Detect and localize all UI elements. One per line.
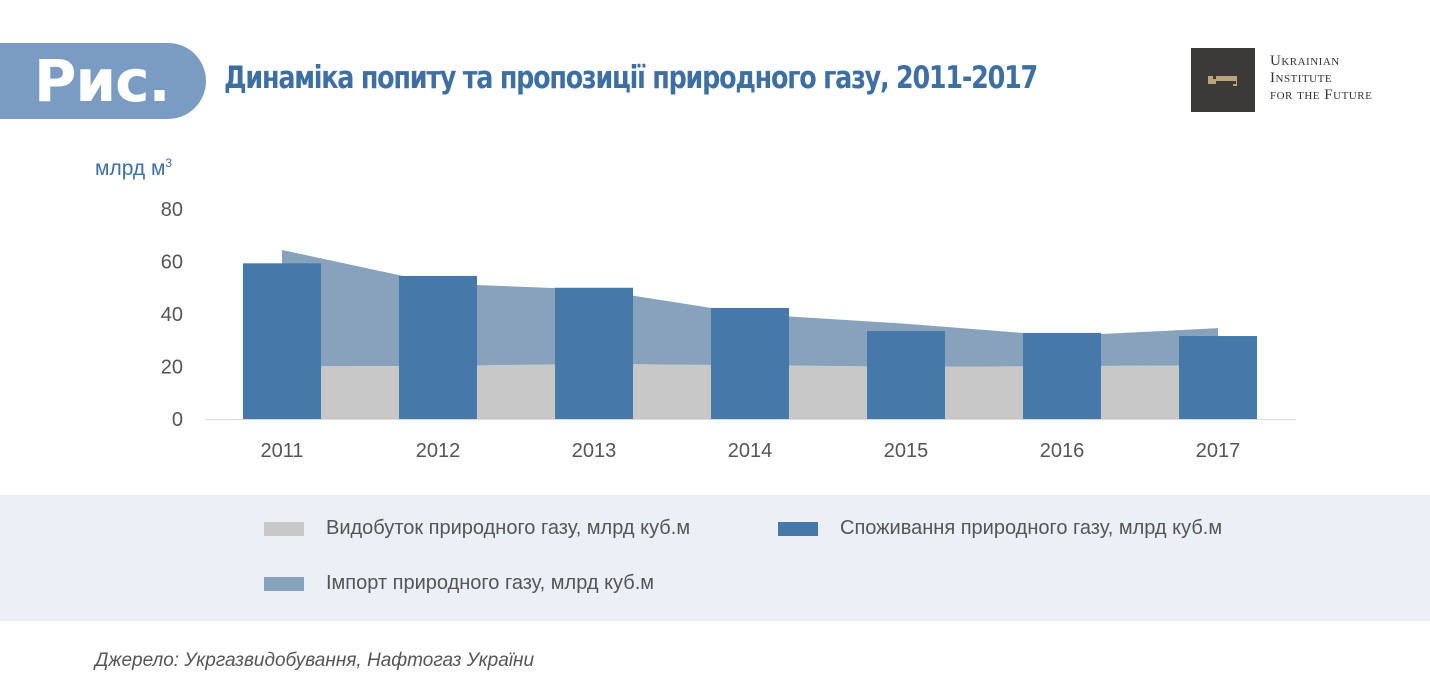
legend-item-import: Імпорт природного газу, млрд куб.м: [264, 572, 654, 595]
logo-line: Institute: [1270, 70, 1333, 86]
logo-line: Ukrainian: [1270, 53, 1340, 69]
y-tick-label: 60: [161, 252, 183, 274]
legend-item-production: Видобуток природного газу, млрд куб.м: [264, 517, 690, 540]
x-tick-label: 2011: [260, 440, 303, 462]
y-tick-label: 20: [161, 357, 183, 379]
x-tick-label: 2017: [1196, 440, 1241, 462]
chart: 0 20 40 60 80 2011 2012 2013 2014 2015 2016 2017: [161, 199, 1296, 462]
legend-swatch: [264, 576, 304, 591]
figure-badge: Рис. 2: [0, 43, 206, 191]
y-tick-label: 40: [161, 304, 183, 326]
y-tick-label: 0: [172, 409, 183, 431]
y-tick-label: 80: [161, 199, 183, 221]
logo-line: for the Future: [1270, 87, 1373, 103]
bar-consumption-2017: [1179, 336, 1257, 419]
bar-consumption-2015: [867, 331, 945, 419]
bar-consumption-2011: [243, 263, 321, 419]
source-note: Джерело: Укргазвидобування, Нафтогаз Укр…: [95, 650, 534, 672]
x-tick-label: 2015: [884, 440, 929, 462]
source-text: Укргазвидобування, Нафтогаз України: [179, 650, 535, 671]
x-tick-label: 2012: [416, 440, 461, 462]
chart-title: Динаміка попиту та пропозиції природного…: [224, 60, 1038, 96]
logo-text: Ukrainian Institute for the Future: [1270, 53, 1372, 104]
source-label: Джерело:: [95, 650, 180, 671]
logo-key-icon: [1191, 48, 1255, 112]
legend-label: Споживання природного газу, млрд куб.м: [840, 517, 1223, 539]
legend: Видобуток природного газу, млрд куб.м Сп…: [0, 495, 1430, 621]
area-import: [282, 249, 1218, 367]
y-axis-label: млрд м3: [95, 156, 173, 180]
x-tick-label: 2013: [572, 440, 617, 462]
legend-swatch: [264, 521, 304, 536]
bar-consumption-2012: [399, 275, 477, 419]
bar-consumption-2013: [555, 287, 633, 419]
bar-consumption-2014: [711, 307, 789, 419]
x-tick-label: 2014: [728, 440, 773, 462]
x-tick-label: 2016: [1040, 440, 1085, 462]
legend-swatch: [778, 521, 818, 536]
legend-item-consumption: Споживання природного газу, млрд куб.м: [778, 517, 1222, 540]
legend-label: Видобуток природного газу, млрд куб.м: [326, 517, 691, 539]
bar-consumption-2016: [1023, 332, 1101, 419]
legend-label: Імпорт природного газу, млрд куб.м: [326, 572, 655, 594]
